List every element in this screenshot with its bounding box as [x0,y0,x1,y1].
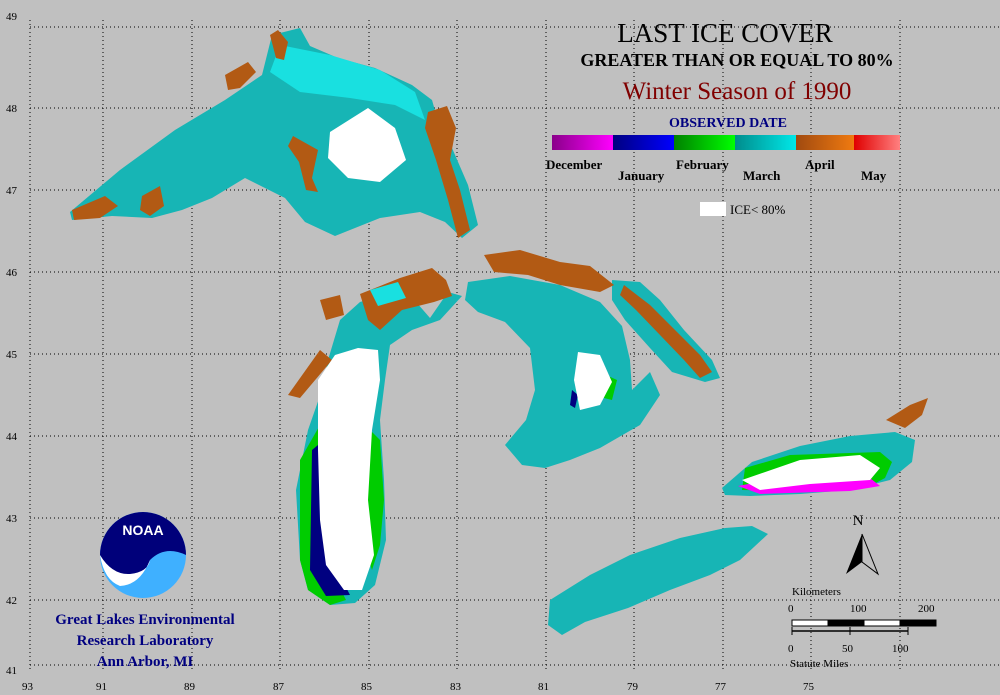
legend-label-december: December [546,157,603,172]
noaa-logo: NOAA [100,512,186,598]
scale-bar: Kilometers 0 100 200 0 50 100 Statute Mi… [788,586,937,670]
lat-label: 48 [6,103,18,115]
mi-tick: 0 [788,643,794,655]
map-title: LAST ICE COVER [617,18,833,48]
lake-huron [465,250,720,468]
lon-label: 91 [96,681,107,693]
org-line-2: Research Laboratory [77,633,214,649]
ice-below-swatch [700,202,726,216]
lat-label: 45 [6,349,18,361]
org-line-1: Great Lakes Environmental [55,612,234,628]
longitude-labels: 93 91 89 87 85 83 81 79 77 75 [22,681,815,693]
lon-label: 83 [450,681,462,693]
date-legend: OBSERVED DATE December January February … [546,116,900,217]
mi-title: Statute Miles [790,658,848,670]
legend-heading: OBSERVED DATE [669,116,787,131]
lat-label: 44 [6,431,18,443]
north-arrow-right-half [861,533,880,576]
mi-tick: 50 [842,643,854,655]
legend-label-february: February [676,157,729,172]
org-line-3: Ann Arbor, MI [97,654,194,670]
legend-label-january: January [618,168,665,183]
mi-tick: 100 [892,643,909,655]
north-arrow: N [846,513,880,576]
north-arrow-left-half [846,534,862,574]
lon-label: 75 [803,681,815,693]
legend-swatch-march [735,135,796,150]
season-label: Winter Season of 1990 [623,78,852,105]
lon-label: 87 [273,681,285,693]
lat-label: 47 [6,185,18,197]
ice-below-label: ICE< 80% [730,202,786,217]
lon-label: 85 [361,681,373,693]
lon-label: 79 [627,681,639,693]
lake-superior [70,28,478,238]
legend-label-march: March [743,168,781,183]
km-title: Kilometers [792,586,841,598]
latitude-labels: 49 48 47 46 45 44 43 42 41 [6,11,18,677]
lon-label: 89 [184,681,196,693]
legend-swatch-december [552,135,613,150]
legend-label-april: April [805,157,835,172]
lat-label: 49 [6,11,18,23]
north-label: N [853,513,864,529]
lake-michigan [288,268,462,605]
lat-label: 46 [6,267,18,279]
legend-swatch-january [613,135,674,150]
lon-label: 81 [538,681,549,693]
legend-swatch-february [674,135,735,150]
km-tick: 100 [850,603,867,615]
lon-label: 93 [22,681,34,693]
lat-label: 42 [6,595,17,607]
lake-ontario [722,398,928,496]
organization: Great Lakes Environmental Research Labor… [55,612,234,670]
legend-swatch-april [796,135,854,150]
lon-label: 77 [715,681,727,693]
km-tick: 200 [918,603,935,615]
lat-label: 41 [6,665,17,677]
lake-erie [548,526,768,635]
km-tick: 0 [788,603,794,615]
legend-label-may: May [861,168,887,183]
lat-label: 43 [6,513,18,525]
legend-swatch-may [854,135,900,150]
map-subtitle: GREATER THAN OR EQUAL TO 80% [580,50,893,70]
noaa-logo-text: NOAA [122,522,163,538]
